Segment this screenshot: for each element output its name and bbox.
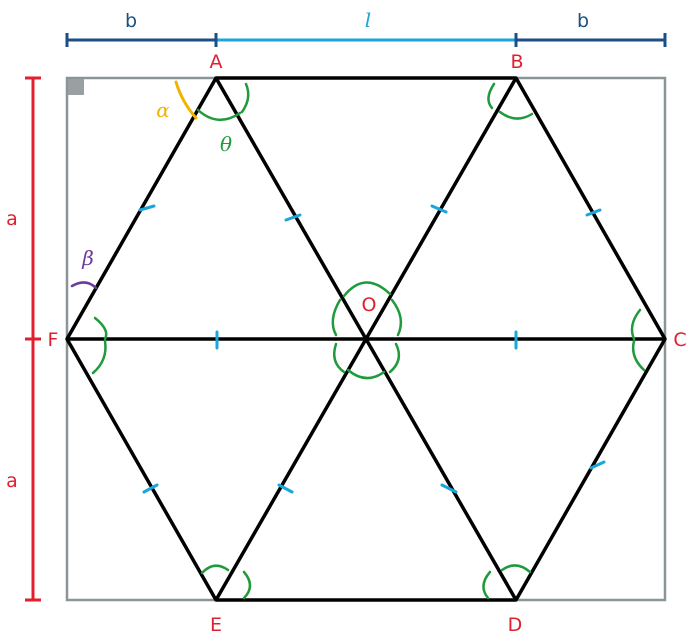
tick-af (138, 204, 156, 212)
arc-f-upper (93, 316, 108, 341)
dimension-label-b-right: b (577, 10, 589, 32)
arc-d-left (482, 570, 492, 600)
arc-o-right (390, 298, 403, 337)
top-dimension-lines (65, 33, 667, 47)
arc-d-right (500, 564, 532, 574)
vertex-label-o: O (362, 294, 377, 316)
arc-b-left (487, 82, 496, 110)
angle-arcs (91, 82, 646, 600)
vertex-label-a: A (210, 51, 223, 73)
arc-c-lower (631, 339, 646, 372)
tick-ao (284, 213, 302, 222)
arc-f-lower (91, 339, 107, 375)
tick-od (440, 483, 458, 494)
dimension-label-l: l (365, 8, 371, 32)
right-angle-marker (68, 79, 84, 95)
vertex-label-c: C (673, 329, 686, 351)
arc-o-left (331, 298, 342, 337)
angle-label-theta: θ (220, 132, 232, 156)
arc-o-bottom-left (333, 342, 346, 374)
tick-bo (430, 204, 448, 214)
vertex-label-b: B (510, 51, 523, 73)
arc-a-inner (196, 108, 242, 121)
equal-length-ticks (138, 204, 606, 494)
arc-b-inner (498, 110, 534, 120)
vertex-label-e: E (210, 614, 222, 636)
alpha-arc (174, 80, 198, 120)
tick-fe (142, 483, 159, 494)
hexagon-shape (65, 76, 667, 602)
arc-a-right (240, 82, 250, 114)
dimension-label-a-lower: a (6, 470, 18, 492)
beta-arc (70, 281, 98, 290)
arc-e-right (242, 570, 252, 600)
left-dimension-line (25, 76, 41, 602)
tick-eo (277, 483, 294, 494)
tick-dc (589, 460, 606, 470)
arc-o-top (342, 281, 392, 298)
arc-o-bottom (346, 368, 386, 380)
vertex-label-d: D (508, 614, 523, 636)
arc-e-left (200, 564, 230, 575)
arc-o-bottom-right (388, 342, 401, 374)
angle-label-beta: β (81, 246, 94, 270)
dimension-label-a-upper: a (6, 208, 18, 230)
angle-label-alpha: α (156, 98, 170, 122)
arc-c-upper (630, 308, 642, 341)
vertex-label-f: F (48, 329, 59, 351)
dimension-label-b-left: b (125, 10, 137, 32)
tick-bc (585, 208, 602, 217)
